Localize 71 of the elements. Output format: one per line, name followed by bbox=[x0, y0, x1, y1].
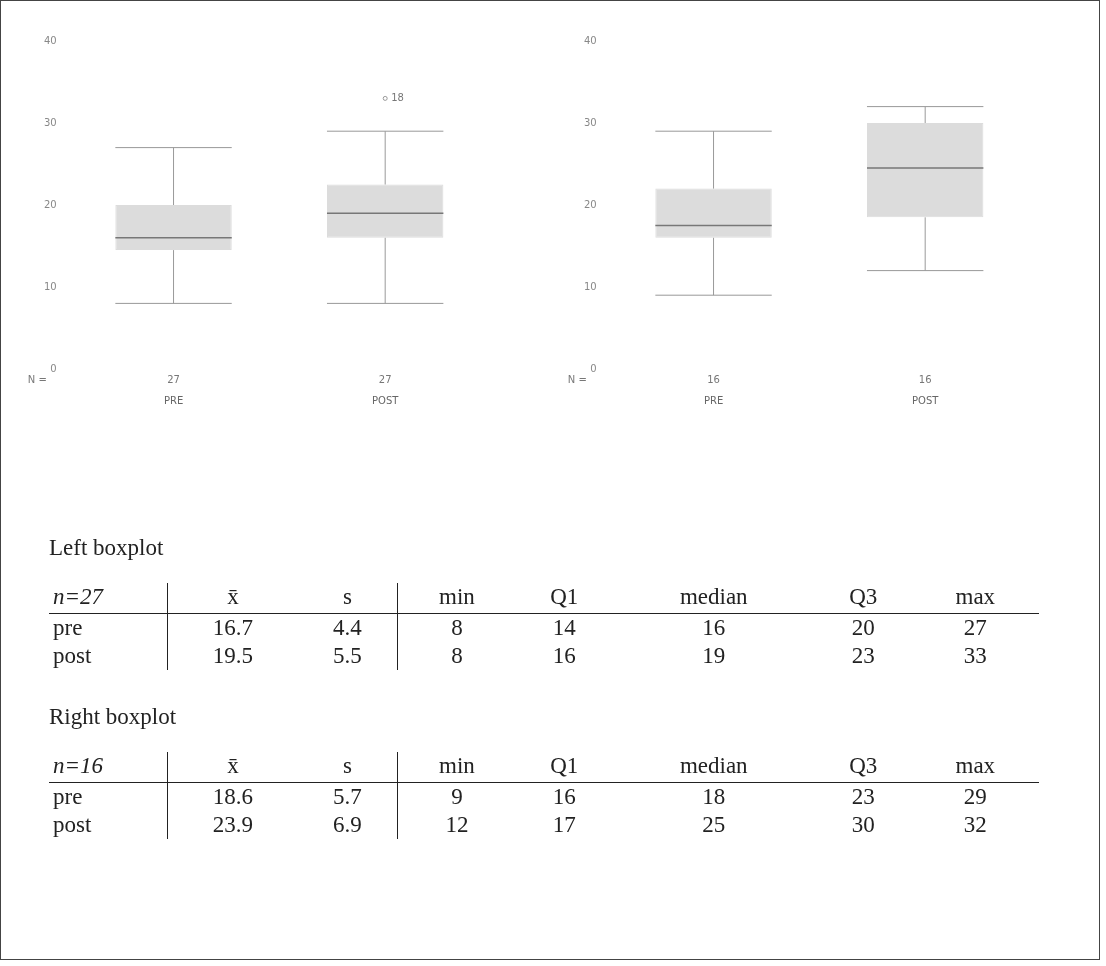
text: 4.4 bbox=[297, 613, 398, 642]
text: Q1 bbox=[515, 752, 613, 783]
text: post bbox=[49, 811, 168, 839]
text: 18 bbox=[701, 783, 727, 811]
x-tick-label: POST bbox=[912, 394, 940, 406]
text: 32 bbox=[962, 811, 988, 839]
text: 16 bbox=[707, 373, 720, 385]
y-tick-label: 20 bbox=[583, 198, 597, 210]
text: 19.5 bbox=[211, 642, 255, 670]
annotation: 18 bbox=[391, 91, 404, 103]
y-tick-label: 0 bbox=[590, 362, 597, 374]
y-tick-label: 10 bbox=[583, 280, 597, 292]
text: median bbox=[612, 752, 815, 783]
text: 14 bbox=[551, 614, 577, 642]
text: 30 bbox=[850, 811, 876, 839]
text: 5.7 bbox=[297, 782, 398, 811]
text: 8 bbox=[450, 642, 464, 670]
text: 23 bbox=[850, 783, 876, 811]
text: 18.6 bbox=[211, 783, 255, 811]
text: post bbox=[49, 642, 168, 670]
text: median bbox=[612, 583, 815, 614]
text: 23.9 bbox=[211, 811, 255, 839]
text: Q1 bbox=[515, 583, 613, 614]
text: min bbox=[397, 583, 516, 614]
x-tick-label: PRE bbox=[163, 394, 184, 406]
text: pre bbox=[49, 782, 168, 811]
y-tick-label: 0 bbox=[50, 362, 57, 374]
text: n=16 bbox=[49, 752, 168, 783]
text: 33 bbox=[962, 642, 988, 670]
y-tick-label: 30 bbox=[583, 116, 597, 128]
text: x̄ bbox=[167, 583, 298, 614]
y-tick-label: 20 bbox=[43, 198, 57, 210]
text: max bbox=[911, 583, 1039, 614]
text: s bbox=[297, 583, 398, 614]
text: 8 bbox=[450, 614, 464, 642]
text: min bbox=[397, 752, 516, 783]
text: x̄ bbox=[167, 752, 298, 783]
text: 16 bbox=[918, 373, 932, 385]
text: s bbox=[297, 752, 398, 783]
text: 9 bbox=[450, 783, 464, 811]
text: 16 bbox=[551, 642, 577, 670]
text: 17 bbox=[551, 811, 577, 839]
text: 27 bbox=[962, 614, 988, 642]
text: 5.5 bbox=[297, 642, 398, 670]
text: Q3 bbox=[815, 752, 912, 783]
text: 16.7 bbox=[211, 614, 255, 642]
y-tick-label: 40 bbox=[583, 34, 597, 46]
y-tick-label: 10 bbox=[43, 280, 57, 292]
text: Left boxplot bbox=[49, 535, 165, 561]
text: 27 bbox=[378, 373, 392, 385]
text: 16 bbox=[701, 614, 727, 642]
text: 20 bbox=[850, 614, 876, 642]
text: pre bbox=[49, 613, 168, 642]
text: 16 bbox=[551, 783, 577, 811]
text: 12 bbox=[444, 811, 470, 839]
text: 6.9 bbox=[297, 811, 398, 839]
y-tick-label: 30 bbox=[43, 116, 57, 128]
text: 27 bbox=[167, 373, 180, 385]
text: max bbox=[911, 752, 1039, 783]
text: 29 bbox=[962, 783, 988, 811]
text: n=27 bbox=[49, 583, 168, 614]
text: N = bbox=[567, 373, 587, 385]
y-tick-label: 40 bbox=[43, 34, 57, 46]
x-tick-label: POST bbox=[372, 394, 400, 406]
text: Q3 bbox=[815, 583, 912, 614]
text: 23 bbox=[850, 642, 876, 670]
text: 19 bbox=[701, 642, 727, 670]
text: Right boxplot bbox=[49, 704, 178, 730]
x-tick-label: PRE bbox=[703, 394, 724, 406]
text: 25 bbox=[701, 811, 727, 839]
text: N = bbox=[27, 373, 47, 385]
